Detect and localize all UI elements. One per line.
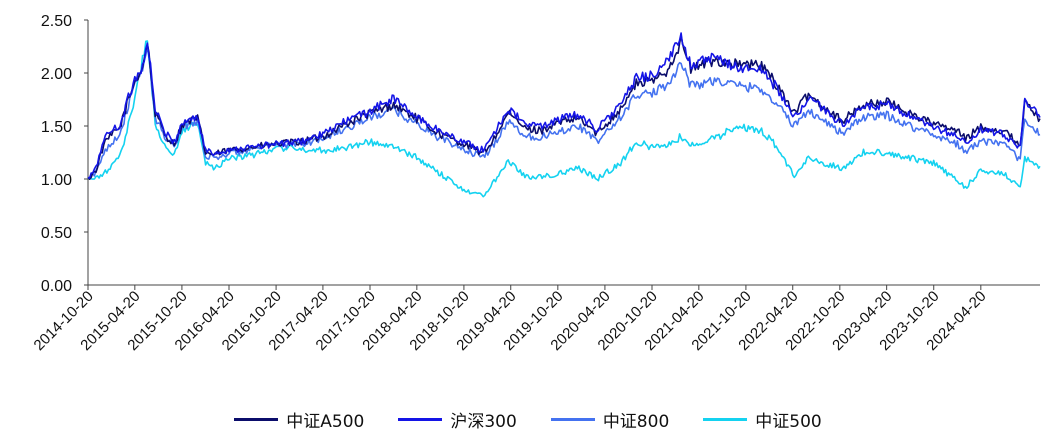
x-axis: 2014-10-202015-04-202015-10-202016-04-20…: [31, 284, 1040, 354]
legend-label: 沪深300: [450, 411, 517, 432]
legend: 中证A500 沪深300 中证800 中证500: [0, 406, 1056, 432]
legend-swatch: [234, 417, 279, 421]
legend-swatch: [703, 417, 748, 421]
legend-label: 中证500: [755, 411, 822, 432]
legend-label: 中证A500: [286, 411, 365, 432]
y-axis: 0.00 0.50 1.00 1.50 2.00 2.50: [41, 13, 89, 295]
y-tick-label: 2.50: [41, 13, 72, 30]
y-tick-label: 1.50: [41, 119, 72, 136]
plot-area: [87, 32, 1041, 198]
legend-item: 沪深300: [398, 407, 517, 432]
line-chart: 0.00 0.50 1.00 1.50 2.00 2.50 2014-10-202015-…: [31, 13, 1041, 354]
y-tick-label: 0.50: [41, 225, 72, 242]
y-tick-label: 0.00: [41, 278, 72, 295]
legend-label: 中证800: [602, 411, 670, 432]
series-line: [87, 32, 1041, 179]
y-tick-label: 2.00: [41, 66, 72, 83]
legend-item: 中证800: [550, 407, 670, 432]
legend-item: 中证A500: [234, 407, 364, 432]
series-line: [87, 40, 1041, 198]
legend-swatch: [550, 417, 595, 421]
legend-swatch: [398, 417, 443, 421]
y-tick-label: 1.00: [41, 172, 72, 189]
legend-item: 中证500: [703, 407, 822, 432]
